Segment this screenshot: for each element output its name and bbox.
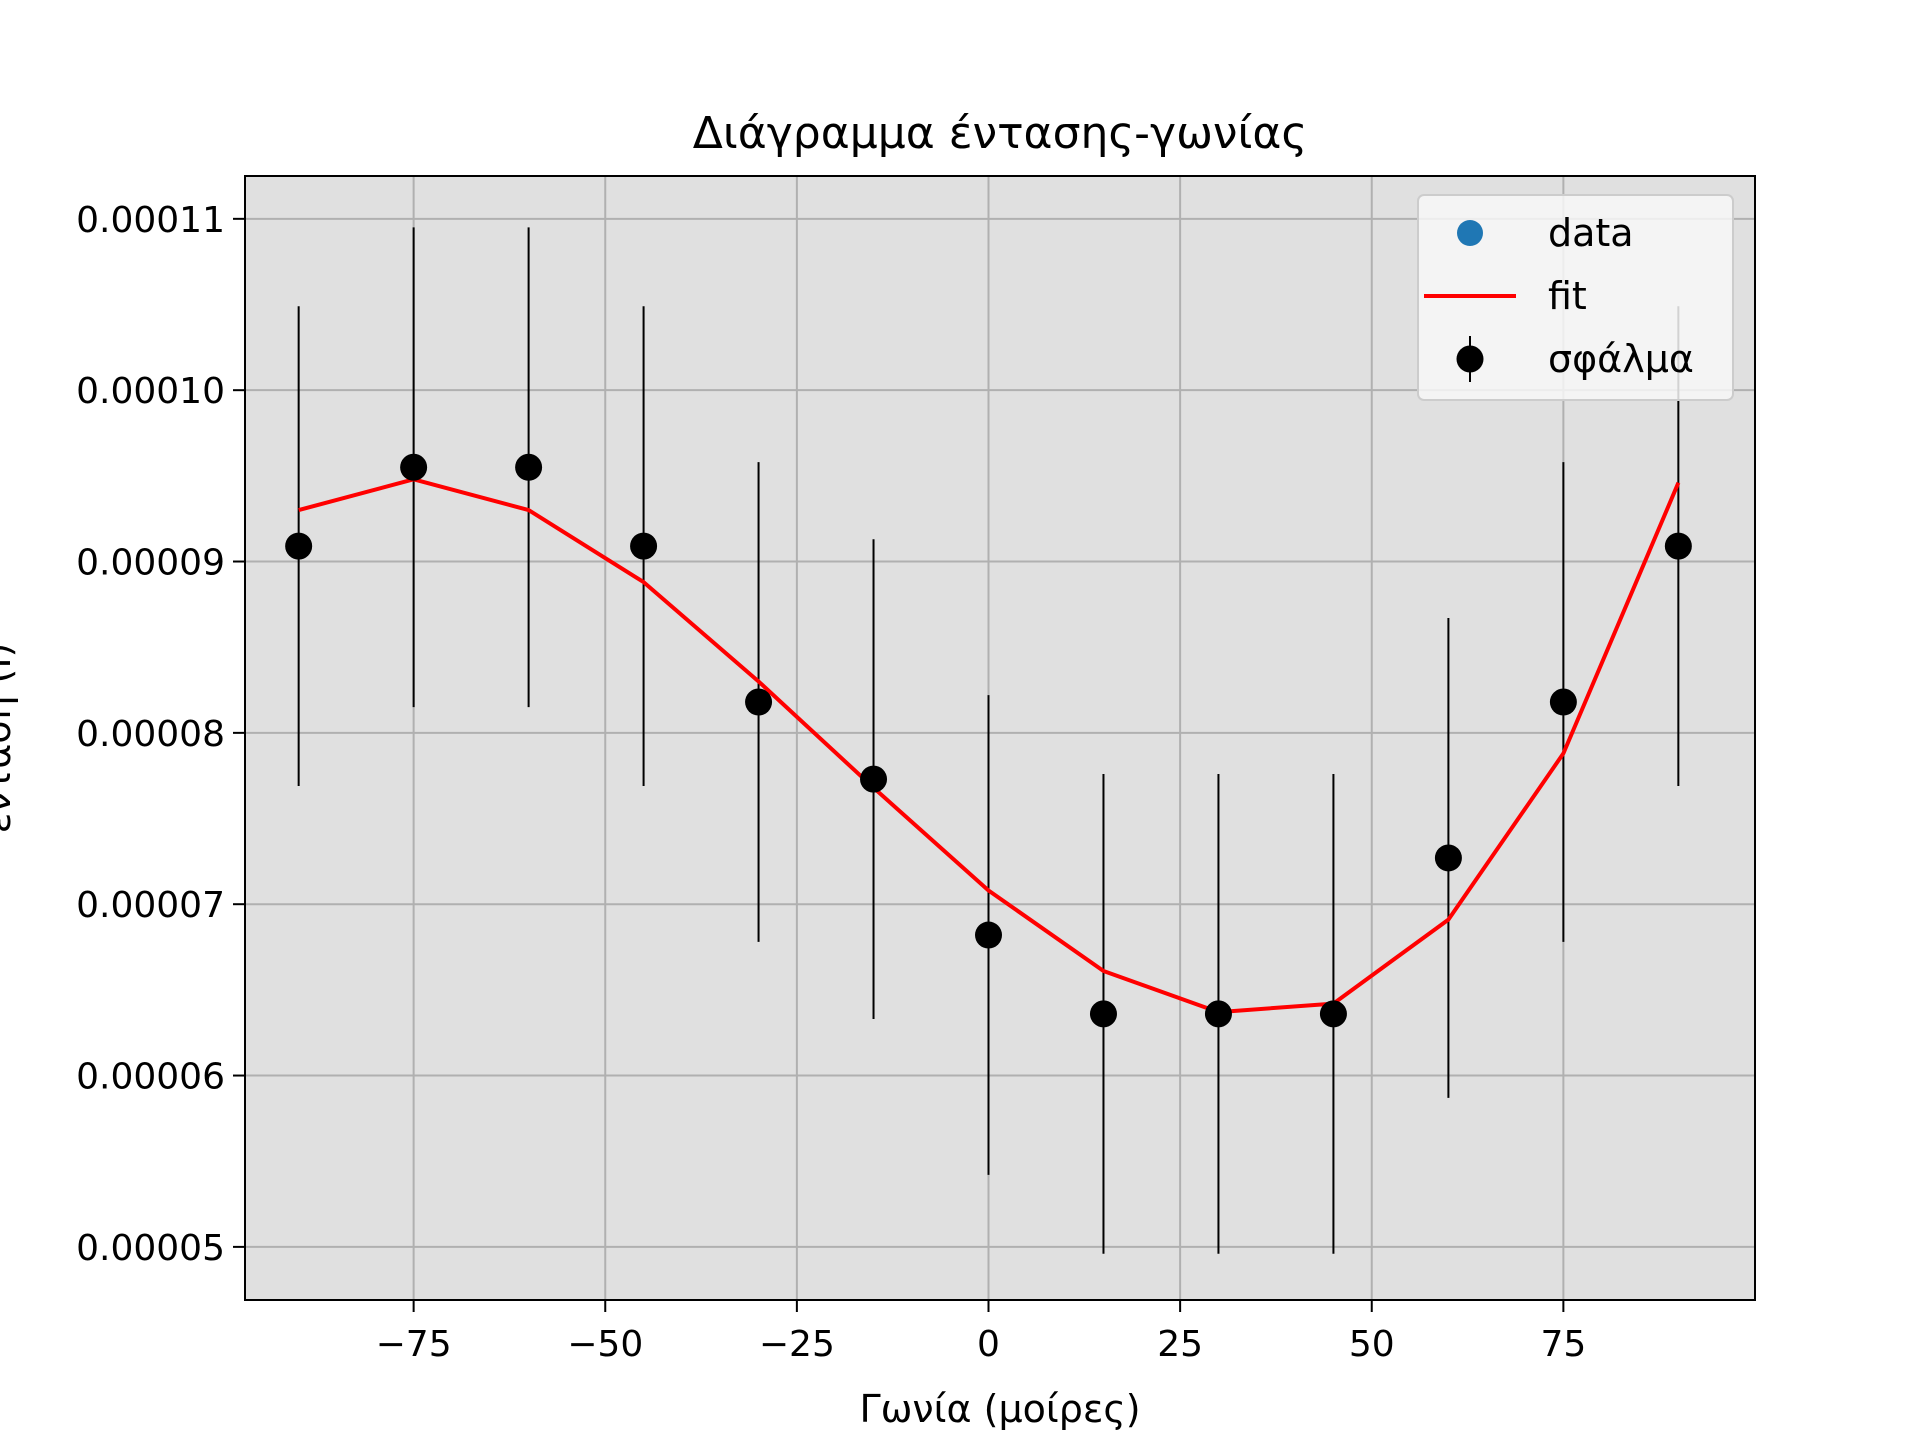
error-point-marker — [630, 532, 658, 560]
y-tick-label: 0.00009 — [76, 543, 225, 584]
error-point-marker — [1664, 532, 1692, 560]
y-axis-title: ένταση (I) — [0, 643, 19, 834]
y-tick-label: 0.00010 — [76, 371, 225, 412]
error-point-marker — [975, 921, 1003, 949]
y-tick-label: 0.00011 — [76, 200, 225, 241]
y-tick-label: 0.00008 — [76, 714, 225, 755]
y-tick-label: 0.00006 — [76, 1057, 225, 1098]
y-tick-label: 0.00005 — [76, 1228, 225, 1269]
y-tick-label: 0.00007 — [76, 885, 225, 926]
legend-label: data — [1548, 211, 1634, 255]
error-point-marker — [285, 532, 313, 560]
x-tick-label: −25 — [759, 1324, 835, 1365]
error-point-marker — [1204, 1000, 1232, 1028]
data-points — [285, 453, 1692, 1028]
error-point-marker — [515, 453, 543, 481]
x-axis: −75 −50 −25 0 25 50 75 — [376, 1300, 1586, 1365]
error-point-marker — [1549, 688, 1577, 716]
fit-line-layer — [298, 477, 1681, 1015]
x-tick-label: 50 — [1349, 1324, 1395, 1365]
legend-label: σφάλμα — [1548, 337, 1694, 381]
x-tick-label: −50 — [567, 1324, 643, 1365]
y-axis: 0.00005 0.00006 0.00007 0.00008 0.00009 0.000… — [76, 200, 245, 1269]
legend-label: fit — [1548, 274, 1587, 318]
error-point-marker — [400, 453, 428, 481]
x-tick-label: −75 — [376, 1324, 452, 1365]
x-tick-label: 0 — [977, 1324, 1000, 1365]
chart-title: Διάγραμμα έντασης-γωνίας — [693, 108, 1307, 159]
error-point-marker — [1434, 844, 1462, 872]
error-point-marker — [745, 688, 773, 716]
legend-marker-error — [1456, 345, 1484, 373]
fit-line — [298, 477, 1681, 1015]
legend-box — [1417, 194, 1734, 401]
error-point-marker — [1089, 1000, 1117, 1028]
plot-frame — [244, 175, 1756, 1301]
x-tick-label: 75 — [1540, 1324, 1586, 1365]
error-point-marker — [860, 765, 888, 793]
x-axis-title: Γωνία (μοίρες) — [859, 1387, 1140, 1431]
x-tick-label: 25 — [1157, 1324, 1203, 1365]
legend-marker-data — [1457, 220, 1483, 246]
legend: data fit σφάλμα — [1417, 194, 1734, 401]
error-point-marker — [1319, 1000, 1347, 1028]
